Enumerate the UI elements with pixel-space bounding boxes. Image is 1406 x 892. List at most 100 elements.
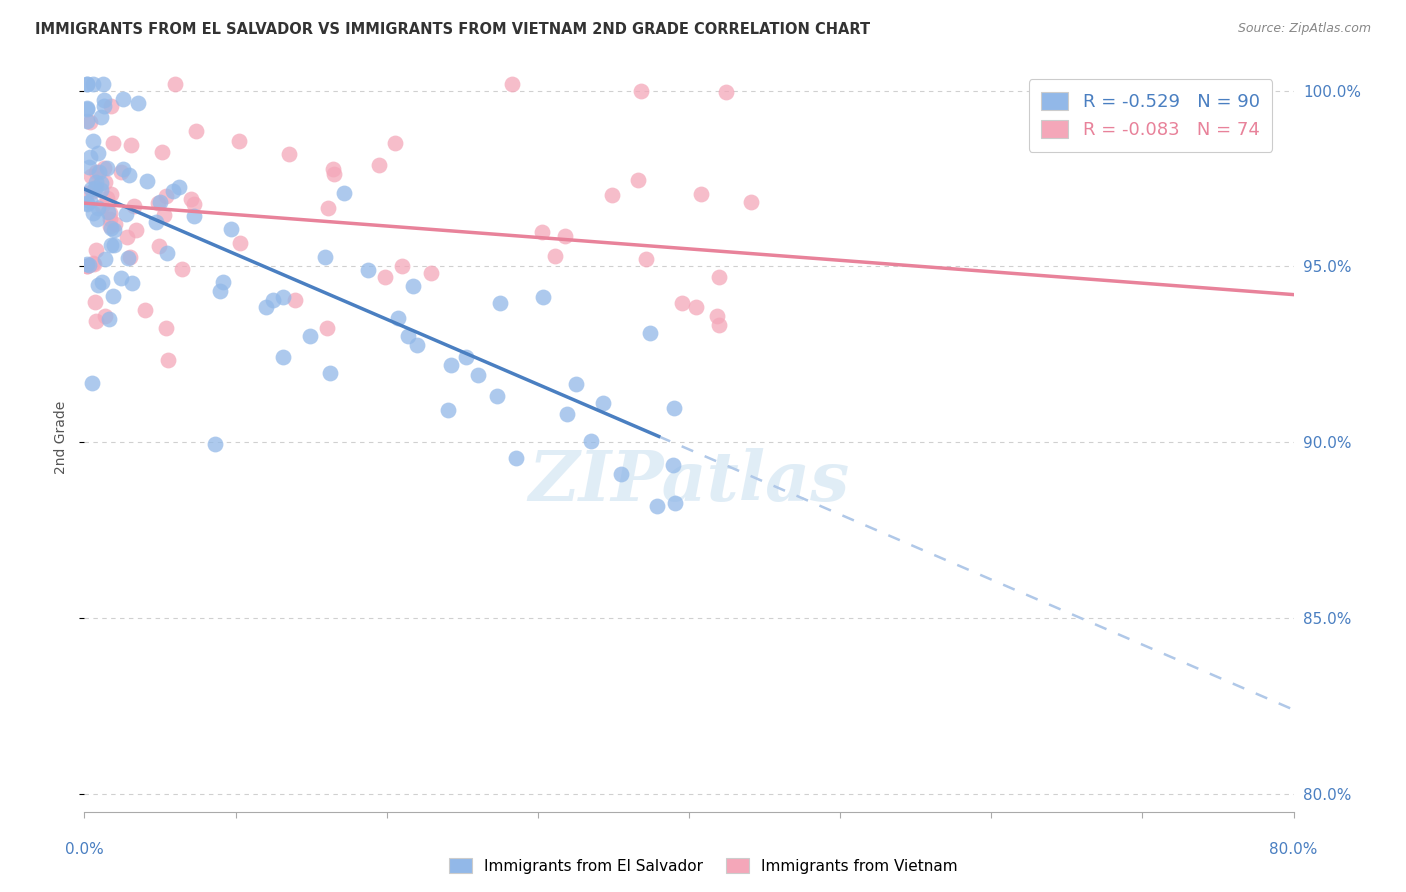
Point <box>600 188 623 202</box>
Point <box>579 434 602 448</box>
Point <box>323 167 346 181</box>
Point <box>208 284 231 298</box>
Point <box>391 259 413 273</box>
Point <box>112 93 135 107</box>
Point <box>97 205 120 219</box>
Point <box>111 162 134 177</box>
Point <box>77 160 100 174</box>
Point <box>124 222 146 236</box>
Point <box>531 290 554 304</box>
Point <box>155 320 177 334</box>
Point <box>638 326 661 340</box>
Point <box>76 77 98 91</box>
Point <box>716 85 738 99</box>
Point <box>115 229 138 244</box>
Point <box>204 436 226 450</box>
Point <box>82 134 104 148</box>
Point <box>157 353 180 368</box>
Point <box>76 77 98 91</box>
Point <box>212 275 235 289</box>
Point <box>319 366 342 380</box>
Point <box>90 176 112 190</box>
Text: ZIPatlas: ZIPatlas <box>529 449 849 516</box>
Point <box>148 195 170 210</box>
Point <box>634 252 657 266</box>
Point <box>271 290 294 304</box>
Point <box>368 158 391 172</box>
Point <box>135 173 157 187</box>
Point <box>100 238 122 252</box>
Point <box>103 223 125 237</box>
Point <box>93 175 115 189</box>
Point <box>122 199 145 213</box>
Point <box>98 206 121 220</box>
Point <box>93 161 115 175</box>
Point <box>387 311 409 326</box>
Point <box>645 499 668 513</box>
Point <box>564 377 586 392</box>
Point <box>97 312 120 326</box>
Point <box>592 396 614 410</box>
Point <box>690 186 713 201</box>
Point <box>76 257 98 271</box>
Point <box>148 239 170 253</box>
Point <box>314 250 336 264</box>
Legend: Immigrants from El Salvador, Immigrants from Vietnam: Immigrants from El Salvador, Immigrants … <box>443 852 963 880</box>
Point <box>87 202 110 216</box>
Point <box>156 245 179 260</box>
Point <box>79 194 101 208</box>
Point <box>76 260 98 274</box>
Point <box>437 403 460 417</box>
Point <box>401 279 423 293</box>
Point <box>162 184 184 198</box>
Text: Source: ZipAtlas.com: Source: ZipAtlas.com <box>1237 22 1371 36</box>
Point <box>486 389 509 403</box>
Point <box>1056 84 1078 98</box>
Point <box>155 189 177 203</box>
Point <box>228 134 250 148</box>
Point <box>120 137 142 152</box>
Point <box>101 288 124 302</box>
Point <box>489 296 512 310</box>
Point <box>664 496 686 510</box>
Point <box>76 186 98 200</box>
Point <box>254 300 277 314</box>
Point <box>609 467 631 481</box>
Point <box>76 195 98 210</box>
Point <box>79 114 101 128</box>
Point <box>82 256 104 270</box>
Point <box>79 169 101 184</box>
Point <box>405 337 427 351</box>
Point <box>98 219 121 234</box>
Point <box>98 212 121 227</box>
Point <box>120 250 142 264</box>
Point <box>89 165 111 179</box>
Point <box>80 376 103 390</box>
Point <box>284 293 307 307</box>
Legend: R = -0.529   N = 90, R = -0.083   N = 74: R = -0.529 N = 90, R = -0.083 N = 74 <box>1029 79 1272 152</box>
Point <box>384 136 406 150</box>
Point <box>172 262 194 277</box>
Point <box>84 181 107 195</box>
Text: IMMIGRANTS FROM EL SALVADOR VS IMMIGRANTS FROM VIETNAM 2ND GRADE CORRELATION CHA: IMMIGRANTS FROM EL SALVADOR VS IMMIGRANT… <box>35 22 870 37</box>
Point <box>94 252 117 266</box>
Point <box>134 303 156 318</box>
Point <box>180 192 202 206</box>
Text: 0.0%: 0.0% <box>65 842 104 857</box>
Point <box>101 136 124 151</box>
Point <box>630 84 652 98</box>
Point <box>440 358 463 372</box>
Point <box>86 212 108 227</box>
Point <box>229 236 252 251</box>
Point <box>706 309 728 323</box>
Point <box>80 181 103 195</box>
Point <box>82 77 104 91</box>
Point <box>333 186 356 200</box>
Point <box>87 146 110 161</box>
Point <box>150 145 173 160</box>
Point <box>90 110 112 124</box>
Point <box>96 161 118 175</box>
Point <box>84 165 107 179</box>
Point <box>94 309 117 323</box>
Point <box>671 296 693 310</box>
